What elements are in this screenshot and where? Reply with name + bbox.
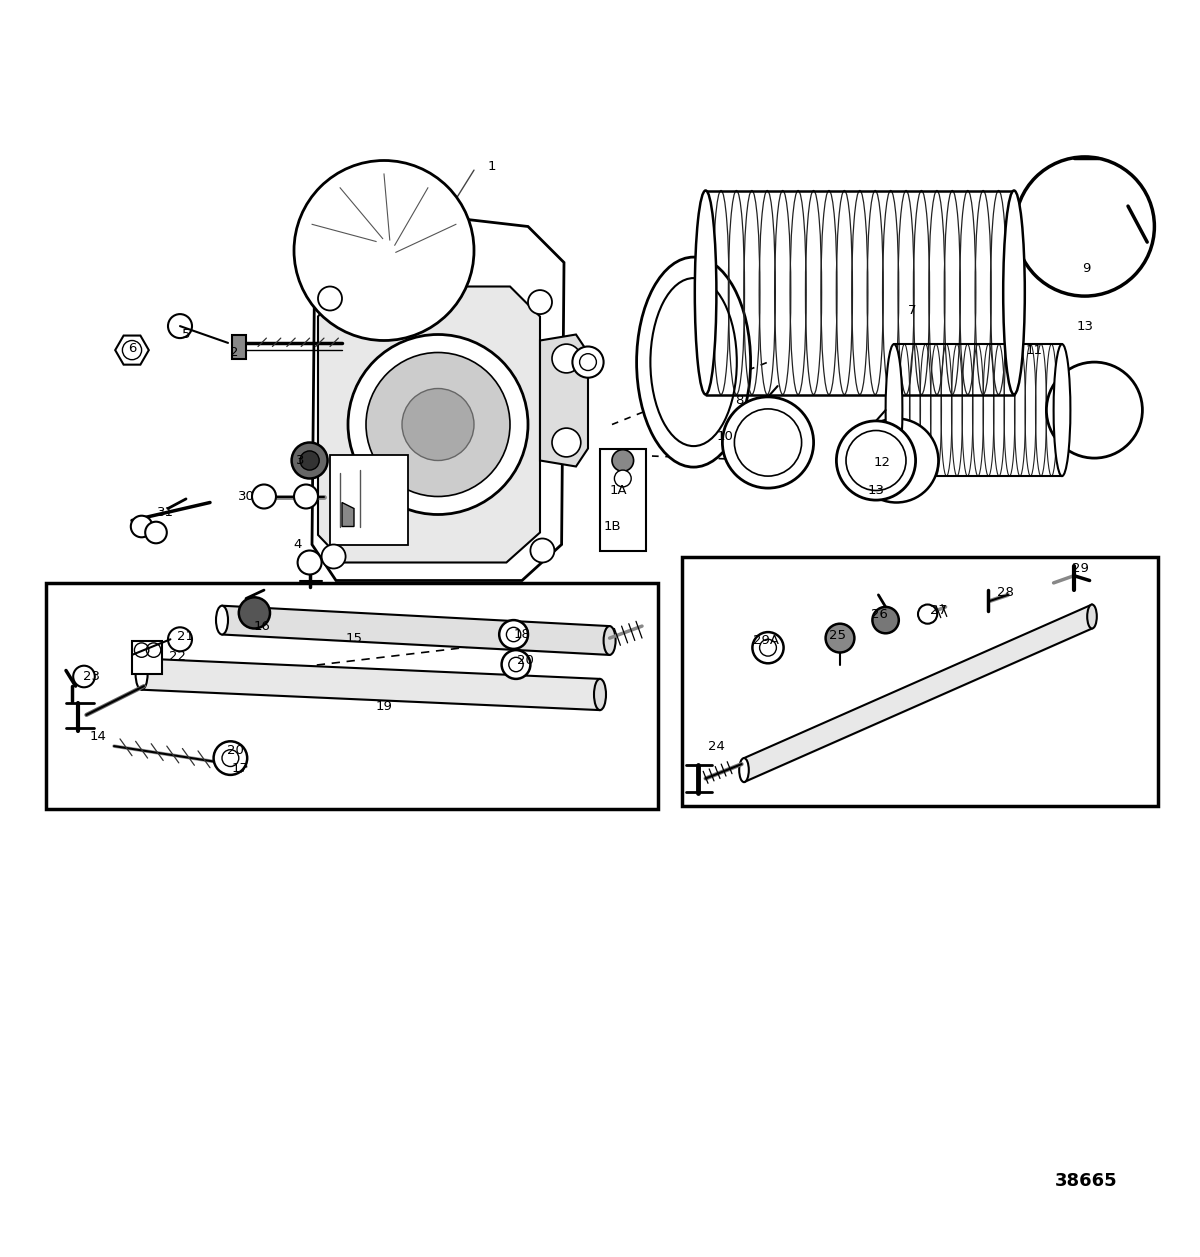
Text: 4: 4 — [294, 538, 301, 551]
Polygon shape — [312, 209, 564, 581]
Ellipse shape — [739, 758, 749, 782]
Circle shape — [214, 742, 247, 774]
Circle shape — [322, 544, 346, 568]
Bar — [600, 449, 646, 551]
Polygon shape — [318, 287, 540, 562]
Text: 15: 15 — [346, 631, 362, 645]
Ellipse shape — [136, 659, 148, 690]
Circle shape — [1058, 375, 1130, 446]
Text: 17: 17 — [232, 763, 248, 776]
Circle shape — [1046, 362, 1142, 458]
Text: 25: 25 — [829, 630, 846, 642]
Text: 30: 30 — [238, 490, 254, 503]
Circle shape — [502, 650, 530, 679]
Text: 8: 8 — [736, 393, 743, 407]
Circle shape — [239, 597, 270, 628]
Text: 29A: 29A — [752, 634, 779, 647]
Polygon shape — [540, 334, 588, 466]
Text: 24: 24 — [708, 739, 725, 753]
Text: 3: 3 — [295, 454, 305, 468]
Text: 5: 5 — [181, 328, 191, 341]
Circle shape — [402, 388, 474, 460]
Circle shape — [752, 632, 784, 664]
Text: 21: 21 — [178, 631, 194, 644]
Circle shape — [872, 607, 899, 634]
Circle shape — [836, 421, 916, 500]
Circle shape — [918, 605, 937, 623]
Circle shape — [168, 314, 192, 338]
Text: 2: 2 — [229, 346, 239, 360]
Circle shape — [318, 287, 342, 310]
Circle shape — [499, 620, 528, 649]
Circle shape — [252, 484, 276, 509]
Circle shape — [614, 470, 631, 486]
Bar — [232, 334, 246, 358]
Ellipse shape — [216, 606, 228, 635]
Polygon shape — [115, 336, 149, 365]
Text: 1A: 1A — [610, 484, 626, 497]
Ellipse shape — [636, 258, 751, 468]
Text: 22: 22 — [169, 650, 186, 662]
Circle shape — [73, 666, 95, 688]
Circle shape — [528, 290, 552, 314]
Ellipse shape — [886, 344, 902, 476]
Circle shape — [348, 334, 528, 514]
Text: 10: 10 — [716, 430, 733, 442]
Text: 13: 13 — [868, 484, 884, 497]
Circle shape — [145, 522, 167, 543]
Text: 1B: 1B — [604, 520, 620, 533]
Text: 19: 19 — [376, 700, 392, 713]
Circle shape — [1027, 168, 1142, 284]
Circle shape — [366, 352, 510, 497]
Text: 38665: 38665 — [1055, 1172, 1117, 1189]
Text: 18: 18 — [514, 628, 530, 641]
Text: 9: 9 — [1082, 261, 1090, 275]
Circle shape — [168, 627, 192, 651]
Circle shape — [552, 344, 581, 373]
Text: 20: 20 — [227, 744, 244, 758]
Text: 20: 20 — [517, 655, 534, 667]
Circle shape — [612, 450, 634, 471]
Text: 31: 31 — [157, 505, 174, 519]
Bar — [46, 583, 658, 808]
Ellipse shape — [604, 626, 616, 655]
Circle shape — [294, 161, 474, 341]
Text: 28: 28 — [997, 586, 1014, 600]
Bar — [682, 557, 1158, 806]
Ellipse shape — [695, 191, 716, 395]
Circle shape — [552, 429, 581, 456]
Text: 12: 12 — [874, 456, 890, 469]
Circle shape — [300, 451, 319, 470]
Ellipse shape — [594, 679, 606, 710]
Circle shape — [826, 623, 854, 652]
Ellipse shape — [1087, 605, 1097, 628]
Circle shape — [292, 442, 328, 479]
Circle shape — [294, 484, 318, 509]
Ellipse shape — [1003, 191, 1025, 395]
Bar — [330, 455, 408, 544]
Text: 14: 14 — [90, 730, 107, 743]
Text: 6: 6 — [128, 342, 136, 356]
Text: 23: 23 — [83, 670, 100, 683]
Circle shape — [572, 347, 604, 377]
Text: 27: 27 — [930, 605, 947, 617]
Circle shape — [298, 551, 322, 574]
Text: 29: 29 — [1072, 562, 1088, 574]
Circle shape — [854, 419, 938, 503]
Circle shape — [530, 538, 554, 562]
Text: 26: 26 — [871, 607, 888, 621]
Bar — [132, 641, 162, 674]
Text: 7: 7 — [907, 304, 917, 317]
Text: 16: 16 — [253, 620, 270, 632]
Circle shape — [722, 397, 814, 488]
Ellipse shape — [1054, 344, 1070, 476]
Text: 1: 1 — [487, 160, 497, 173]
Polygon shape — [342, 503, 354, 527]
Circle shape — [131, 515, 152, 537]
Text: 11: 11 — [1026, 343, 1043, 357]
Circle shape — [1015, 157, 1154, 297]
Text: 13: 13 — [1076, 319, 1093, 333]
